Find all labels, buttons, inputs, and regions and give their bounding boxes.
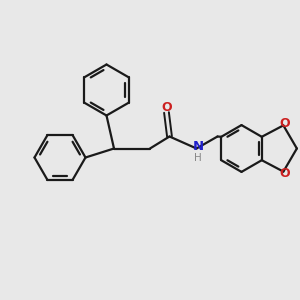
Text: O: O [280, 167, 290, 180]
Text: H: H [194, 153, 202, 163]
Text: N: N [192, 140, 204, 153]
Text: O: O [280, 117, 290, 130]
Text: O: O [161, 100, 172, 114]
